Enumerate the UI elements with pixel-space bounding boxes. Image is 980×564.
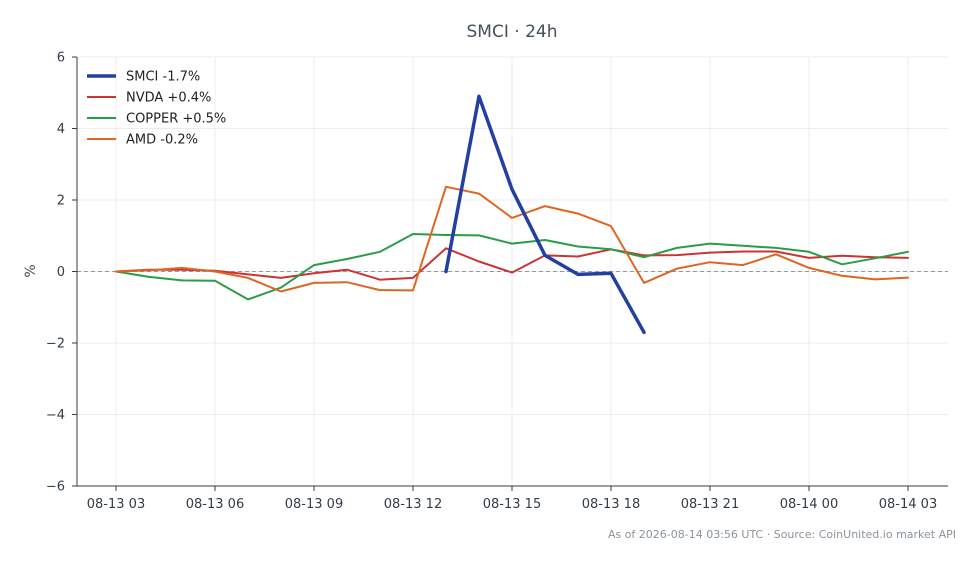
y-tick-label: −4 — [46, 408, 65, 423]
x-tick-label: 08-13 09 — [285, 497, 343, 512]
legend-label-nvda: NVDA +0.4% — [126, 91, 211, 106]
x-tick-label: 08-14 03 — [879, 497, 937, 512]
x-tick-label: 08-13 21 — [681, 497, 739, 512]
y-tick-label: −6 — [46, 480, 65, 495]
x-tick-label: 08-13 15 — [483, 497, 541, 512]
x-tick-label: 08-13 06 — [186, 497, 244, 512]
source-footer: As of 2026-08-14 03:56 UTC · Source: Coi… — [608, 528, 956, 541]
series-line-copper — [115, 233, 909, 301]
y-tick-label: 0 — [57, 265, 65, 280]
y-tick-label: 6 — [57, 51, 65, 66]
legend: SMCI -1.7% NVDA +0.4% COPPER +0.5% AMD -0.2… — [87, 70, 226, 148]
x-tick-label: 08-14 00 — [780, 497, 838, 512]
y-tick-label: 4 — [57, 122, 65, 137]
chart-title: SMCI · 24h — [467, 22, 558, 42]
series-line-amd — [115, 185, 909, 293]
x-tick-label: 08-13 18 — [582, 497, 640, 512]
series-line-smci — [444, 94, 646, 335]
series-line-nvda — [115, 247, 909, 281]
y-tick-label: 2 — [57, 194, 65, 209]
x-tick-label: 08-13 03 — [87, 497, 145, 512]
legend-label-copper: COPPER +0.5% — [126, 112, 226, 127]
series-lines — [115, 94, 909, 335]
x-tick-label: 08-13 12 — [384, 497, 442, 512]
axes: −6 −4 −2 0 2 4 6 08-13 03 08-13 06 08-13 09 08-13 … — [46, 51, 948, 512]
legend-label-smci: SMCI -1.7% — [126, 70, 200, 85]
y-axis-label: % — [23, 264, 39, 277]
y-tick-label: −2 — [46, 337, 65, 352]
legend-label-amd: AMD -0.2% — [126, 133, 198, 148]
